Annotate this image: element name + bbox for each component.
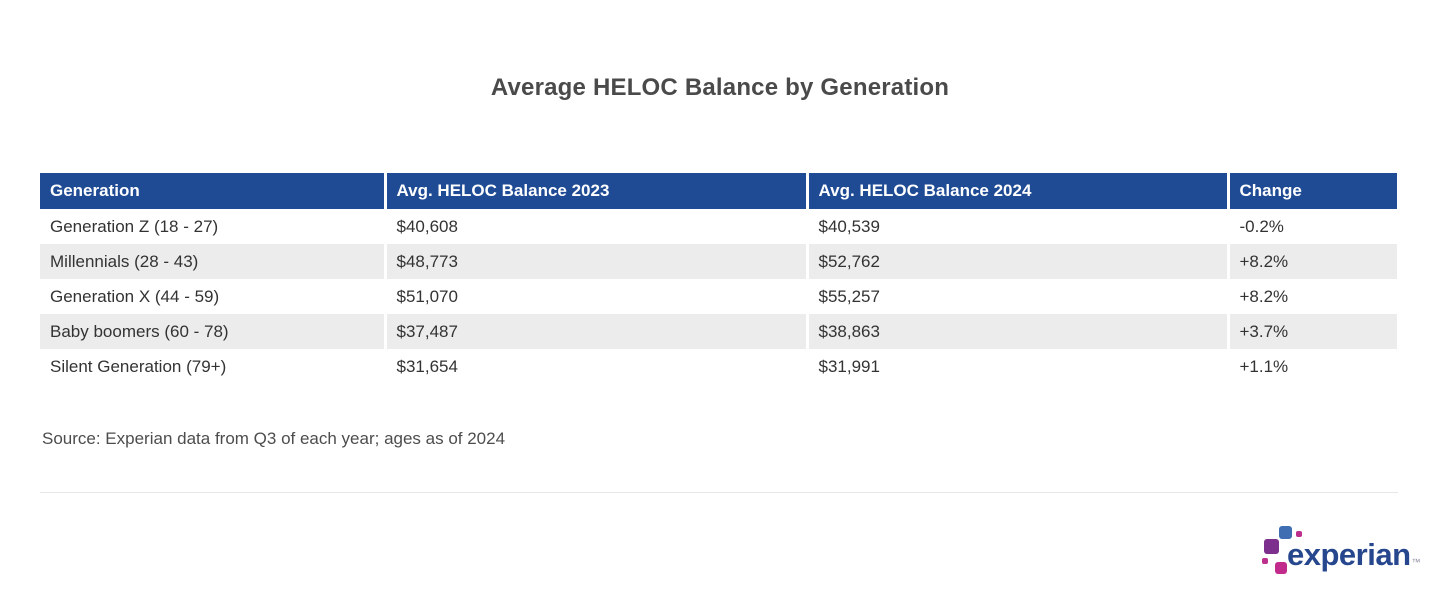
logo-square-pink-small-top: [1296, 531, 1302, 537]
cell-generation: Generation X (44 - 59): [40, 279, 387, 314]
trademark-symbol: ™: [1411, 557, 1421, 567]
cell-balance-2023: $51,070: [385, 279, 809, 314]
cell-change: +8.2%: [1228, 244, 1397, 279]
cell-balance-2023: $40,608: [385, 209, 809, 244]
logo-square-blue: [1279, 526, 1292, 539]
cell-generation: Millennials (28 - 43): [40, 244, 387, 279]
table-body: Generation Z (18 - 27) $40,608 $40,539 -…: [40, 209, 1397, 384]
cell-balance-2024: $38,863: [807, 314, 1230, 349]
cell-balance-2024: $55,257: [807, 279, 1230, 314]
table-row: Silent Generation (79+) $31,654 $31,991 …: [40, 349, 1397, 384]
cell-generation: Generation Z (18 - 27): [40, 209, 387, 244]
cell-balance-2024: $31,991: [807, 349, 1230, 384]
cell-change: +3.7%: [1228, 314, 1397, 349]
heloc-balance-table: Generation Avg. HELOC Balance 2023 Avg. …: [40, 173, 1397, 384]
logo-square-pink-small-left: [1262, 558, 1268, 564]
divider: [40, 492, 1398, 493]
experian-wordmark: experian ™: [1287, 539, 1421, 570]
source-note: Source: Experian data from Q3 of each ye…: [42, 429, 506, 448]
table-row: Millennials (28 - 43) $48,773 $52,762 +8…: [40, 244, 1397, 279]
cell-change: +1.1%: [1228, 349, 1397, 384]
column-header-balance-2023: Avg. HELOC Balance 2023: [385, 173, 809, 209]
table-row: Generation X (44 - 59) $51,070 $55,257 +…: [40, 279, 1397, 314]
experian-logo-squares-icon: [1262, 526, 1304, 578]
table-header: Generation Avg. HELOC Balance 2023 Avg. …: [40, 173, 1397, 209]
logo-square-purple: [1264, 539, 1279, 554]
cell-balance-2024: $52,762: [807, 244, 1230, 279]
header-row: Generation Avg. HELOC Balance 2023 Avg. …: [40, 173, 1397, 209]
cell-balance-2024: $40,539: [807, 209, 1230, 244]
experian-logo: experian ™: [1262, 526, 1422, 588]
table-row: Baby boomers (60 - 78) $37,487 $38,863 +…: [40, 314, 1397, 349]
table-row: Generation Z (18 - 27) $40,608 $40,539 -…: [40, 209, 1397, 244]
cell-change: -0.2%: [1228, 209, 1397, 244]
cell-balance-2023: $31,654: [385, 349, 809, 384]
page-title: Average HELOC Balance by Generation: [490, 74, 950, 101]
column-header-balance-2024: Avg. HELOC Balance 2024: [807, 173, 1230, 209]
column-header-generation: Generation: [40, 173, 387, 209]
cell-balance-2023: $37,487: [385, 314, 809, 349]
experian-logo-text: experian: [1287, 537, 1411, 572]
cell-generation: Silent Generation (79+): [40, 349, 387, 384]
cell-balance-2023: $48,773: [385, 244, 809, 279]
logo-square-magenta: [1275, 562, 1287, 574]
cell-generation: Baby boomers (60 - 78): [40, 314, 387, 349]
cell-change: +8.2%: [1228, 279, 1397, 314]
column-header-change: Change: [1228, 173, 1397, 209]
